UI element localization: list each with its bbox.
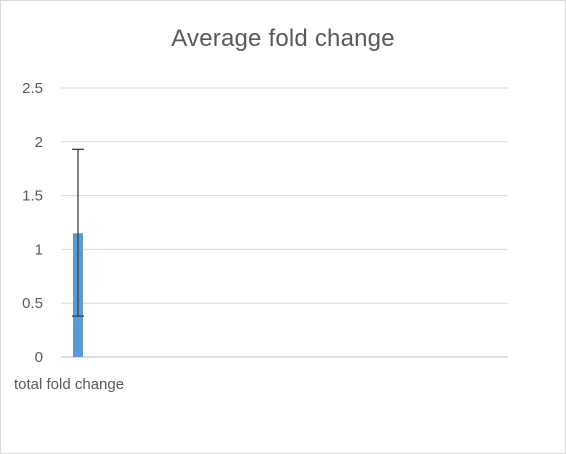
y-tick-label: 1.5	[22, 188, 43, 205]
y-tick-label: 0.5	[22, 295, 43, 312]
y-tick-label: 2	[35, 134, 43, 151]
y-tick-label: 2.5	[22, 80, 43, 97]
x-category-label: total fold change	[14, 376, 124, 393]
y-tick-label: 0	[35, 349, 43, 366]
y-tick-label: 1	[35, 241, 43, 258]
